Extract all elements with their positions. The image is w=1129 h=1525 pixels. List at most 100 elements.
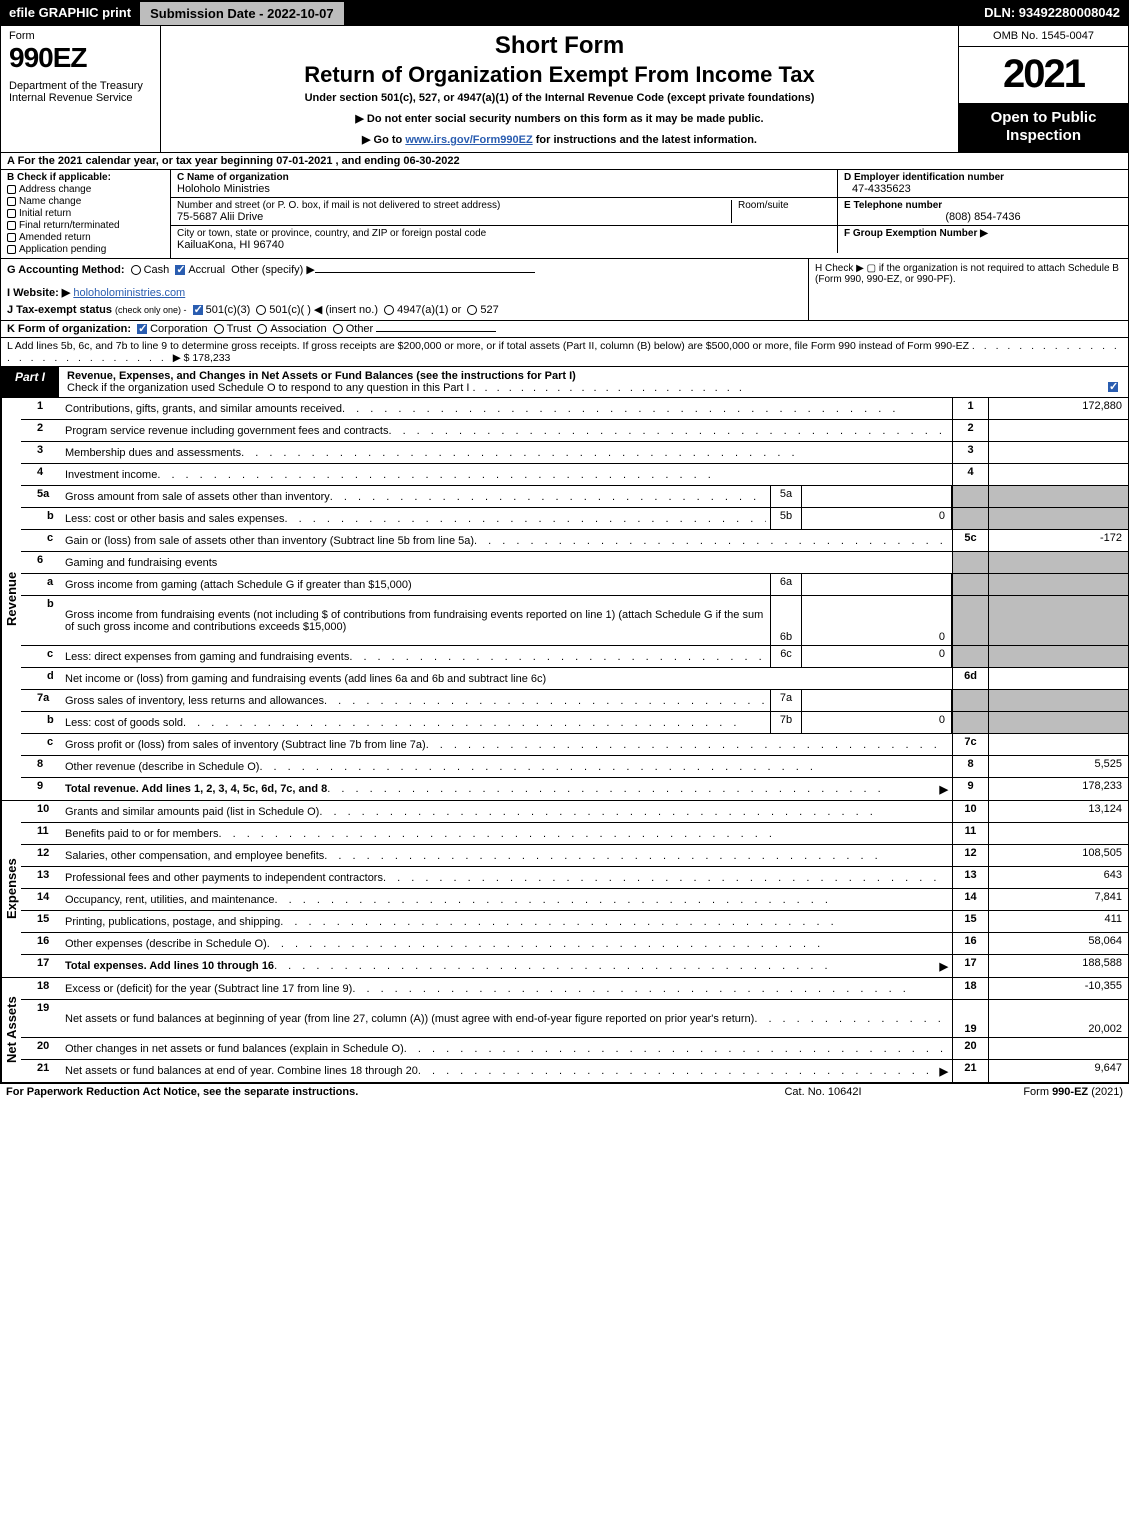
line-5c: c Gain or (loss) from sale of assets oth… xyxy=(21,530,1128,552)
line-4-text: Investment income xyxy=(65,469,157,481)
line-5a-midval xyxy=(802,486,952,507)
k-corp-label: Corporation xyxy=(150,323,207,335)
line-6b-midval: 0 xyxy=(802,596,952,645)
j-527-radio[interactable] xyxy=(467,305,477,315)
title-right: OMB No. 1545-0047 2021 Open to Public In… xyxy=(958,26,1128,152)
line-5a-dots xyxy=(330,491,766,503)
line-6d-val xyxy=(988,668,1128,689)
line-5a-text: Gross amount from sale of assets other t… xyxy=(65,491,330,503)
k-corp-check[interactable] xyxy=(137,324,147,334)
line-18-val: -10,355 xyxy=(988,978,1128,999)
line-3-dots xyxy=(241,447,948,459)
j-501c-radio[interactable] xyxy=(256,305,266,315)
b-opt-amended[interactable]: Amended return xyxy=(7,232,164,243)
j-4947-radio[interactable] xyxy=(384,305,394,315)
line-6a-num: a xyxy=(21,574,61,595)
line-15-ref: 15 xyxy=(952,911,988,932)
g-accrual-check[interactable] xyxy=(175,265,185,275)
line-6c-desc: Less: direct expenses from gaming and fu… xyxy=(61,646,770,667)
line-7c-dots xyxy=(426,739,948,751)
line-1-dots xyxy=(342,403,948,415)
part1-title: Revenue, Expenses, and Changes in Net As… xyxy=(59,367,1098,397)
j-note: (check only one) - xyxy=(115,305,187,315)
line-3: 3 Membership dues and assessments 3 xyxy=(21,442,1128,464)
line-6c-midnum: 6c xyxy=(770,646,802,667)
part1-schedule-o-check[interactable] xyxy=(1108,382,1118,392)
j-row: J Tax-exempt status (check only one) - 5… xyxy=(7,303,802,316)
k-trust-radio[interactable] xyxy=(214,324,224,334)
irs-link[interactable]: www.irs.gov/Form990EZ xyxy=(405,134,532,146)
website-link[interactable]: holoholoministries.com xyxy=(73,287,185,299)
line-7a: 7a Gross sales of inventory, less return… xyxy=(21,690,1128,712)
j-501c3-check[interactable] xyxy=(193,305,203,315)
row-c-name: C Name of organization Holoholo Ministri… xyxy=(171,170,1128,198)
b-opt-name-change[interactable]: Name change xyxy=(7,196,164,207)
line-7b: b Less: cost of goods sold 7b 0 xyxy=(21,712,1128,734)
line-6a-midval xyxy=(802,574,952,595)
line-19-dots xyxy=(754,1013,948,1025)
b-opt-initial-return[interactable]: Initial return xyxy=(7,208,164,219)
line-20: 20 Other changes in net assets or fund b… xyxy=(21,1038,1128,1060)
b-opt-4-label: Amended return xyxy=(19,232,91,243)
line-1-num: 1 xyxy=(21,398,61,419)
j-501c3-label: 501(c)(3) xyxy=(206,304,251,316)
line-19-num: 19 xyxy=(21,1000,61,1037)
main-title: Return of Organization Exempt From Incom… xyxy=(171,62,948,88)
b-opt-pending[interactable]: Application pending xyxy=(7,244,164,255)
line-10-desc: Grants and similar amounts paid (list in… xyxy=(61,801,952,822)
line-15: 15 Printing, publications, postage, and … xyxy=(21,911,1128,933)
row-gh: G Accounting Method: Cash Accrual Other … xyxy=(1,259,1128,321)
dln: DLN: 93492280008042 xyxy=(976,1,1128,26)
line-7a-dots xyxy=(324,695,766,707)
revenue-side-label: Revenue xyxy=(1,398,21,800)
col-b: B Check if applicable: Address change Na… xyxy=(1,170,171,258)
b-opt-2-label: Initial return xyxy=(19,208,71,219)
row-a-text: A For the 2021 calendar year, or tax yea… xyxy=(7,155,460,167)
netassets-side-label: Net Assets xyxy=(1,978,21,1082)
line-17-num: 17 xyxy=(21,955,61,977)
line-3-ref: 3 xyxy=(952,442,988,463)
footer: For Paperwork Reduction Act Notice, see … xyxy=(0,1084,1129,1100)
footer-right-post: (2021) xyxy=(1088,1086,1123,1098)
line-4-num: 4 xyxy=(21,464,61,485)
short-form-title: Short Form xyxy=(171,32,948,60)
line-11-val xyxy=(988,823,1128,844)
k-assoc-radio[interactable] xyxy=(257,324,267,334)
line-12: 12 Salaries, other compensation, and emp… xyxy=(21,845,1128,867)
line-6b-desc: Gross income from fundraising events (no… xyxy=(61,596,770,645)
form-word: Form xyxy=(9,30,152,42)
g-cash-radio[interactable] xyxy=(131,265,141,275)
line-20-text: Other changes in net assets or fund bala… xyxy=(65,1043,404,1055)
k-other-label: Other xyxy=(346,323,374,335)
g-cash-label: Cash xyxy=(144,264,170,276)
line-17-dots xyxy=(274,960,939,972)
line-9-val: 178,233 xyxy=(988,778,1128,800)
title-block: Form 990EZ Department of the Treasury In… xyxy=(1,26,1128,153)
f-group-label: F Group Exemption Number ▶ xyxy=(844,228,1122,239)
line-13-desc: Professional fees and other payments to … xyxy=(61,867,952,888)
line-7a-text: Gross sales of inventory, less returns a… xyxy=(65,695,324,707)
title-left: Form 990EZ Department of the Treasury In… xyxy=(1,26,161,152)
b-opt-final-return[interactable]: Final return/terminated xyxy=(7,220,164,231)
line-6a-text: Gross income from gaming (attach Schedul… xyxy=(65,579,412,591)
line-1-ref: 1 xyxy=(952,398,988,419)
line-3-num: 3 xyxy=(21,442,61,463)
line-6d-ref: 6d xyxy=(952,668,988,689)
department: Department of the Treasury Internal Reve… xyxy=(9,80,152,104)
b-opt-address-change[interactable]: Address change xyxy=(7,184,164,195)
line-16-ref: 16 xyxy=(952,933,988,954)
line-7a-val xyxy=(988,690,1128,711)
line-17-ref: 17 xyxy=(952,955,988,977)
line-1-val: 172,880 xyxy=(988,398,1128,419)
open-to-public: Open to Public Inspection xyxy=(959,103,1128,153)
k-other-radio[interactable] xyxy=(333,324,343,334)
top-spacer xyxy=(345,1,977,26)
line-5a-midnum: 5a xyxy=(770,486,802,507)
line-6d-num: d xyxy=(21,668,61,689)
line-5c-desc: Gain or (loss) from sale of assets other… xyxy=(61,530,952,551)
line-2-dots xyxy=(388,425,948,437)
line-5b-val xyxy=(988,508,1128,529)
line-17-text: Total expenses. Add lines 10 through 16 xyxy=(65,960,274,972)
row-c-addr: Number and street (or P. O. box, if mail… xyxy=(171,198,1128,226)
line-10-num: 10 xyxy=(21,801,61,822)
